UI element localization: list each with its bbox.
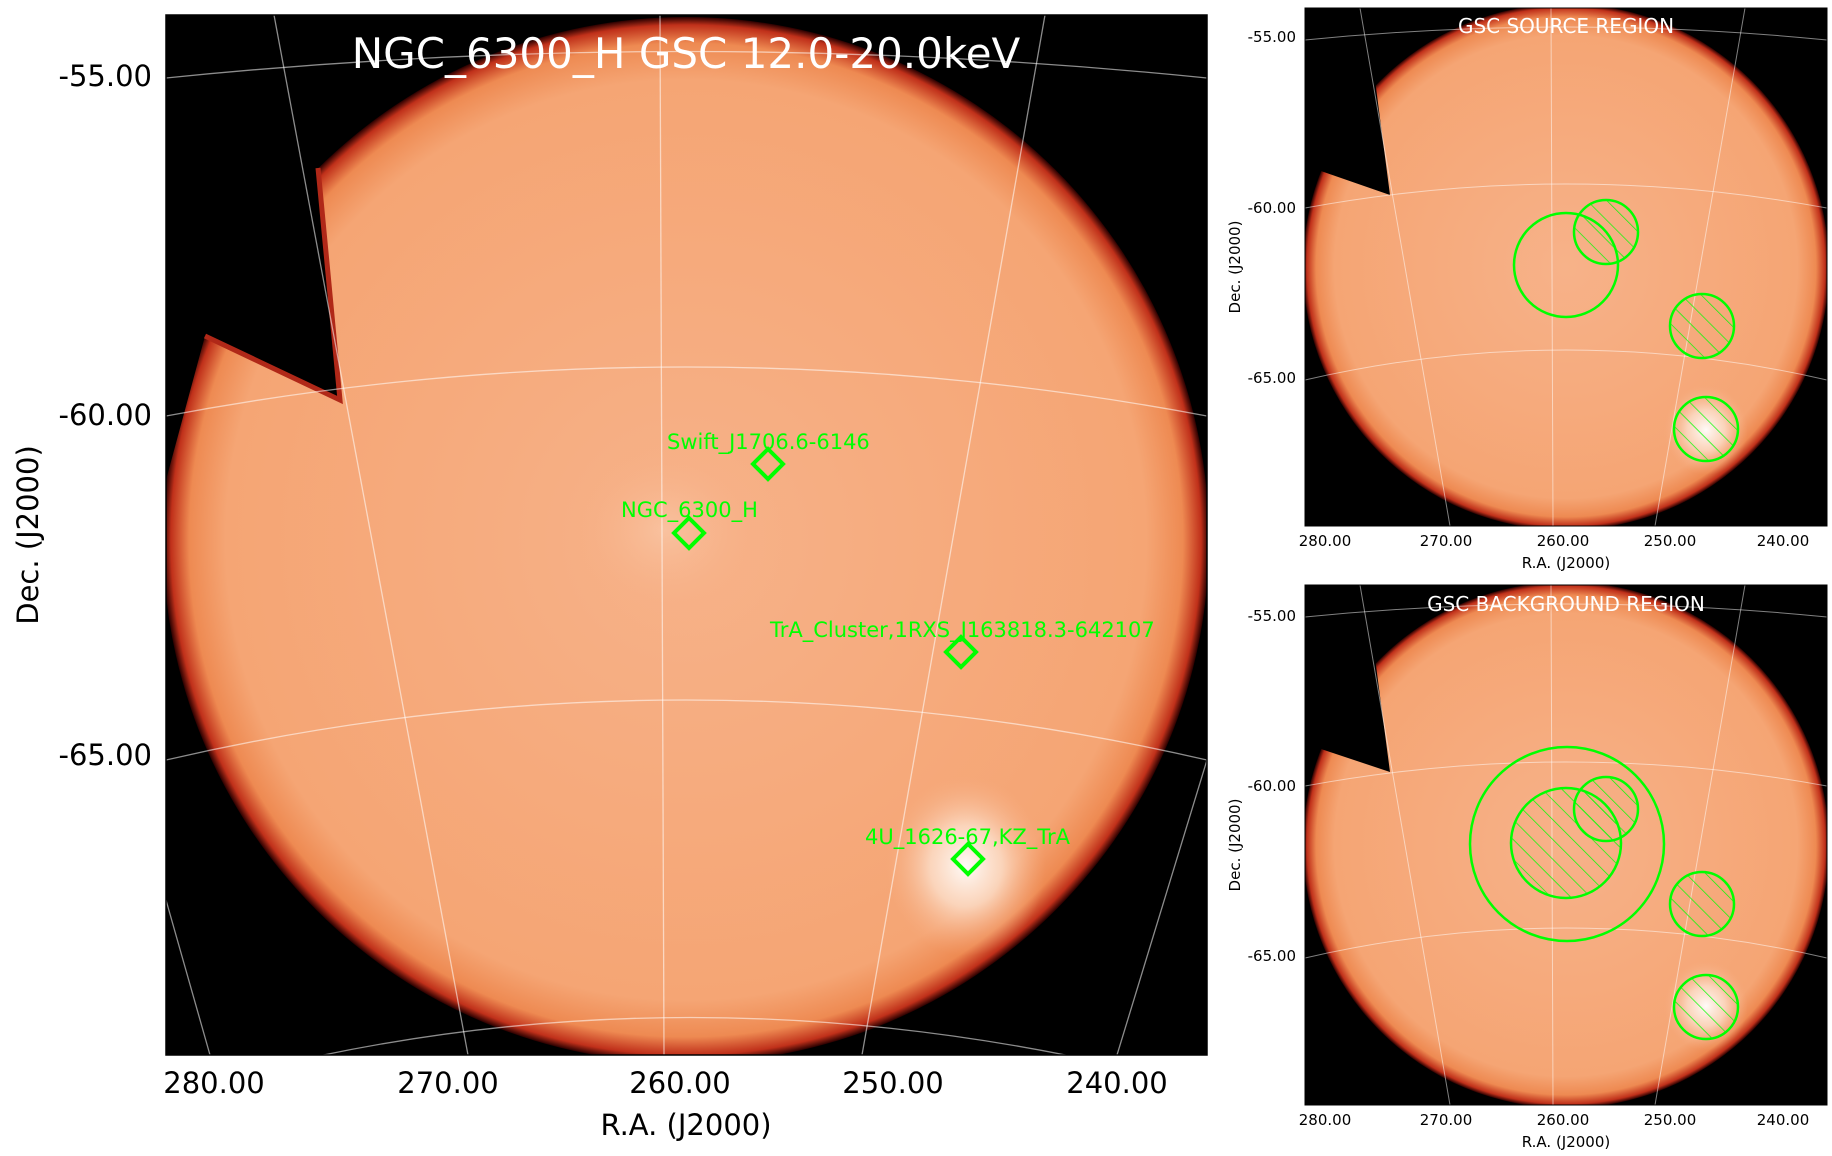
y-tick-label: -60.00 <box>59 398 153 432</box>
bright-source-glow <box>886 776 1046 956</box>
main-source-markers: Swift_J1706.6-6146 NGC_6300_H TrA_Cluste… <box>621 430 1155 877</box>
y-tick-label: -55.00 <box>1248 28 1296 46</box>
x-tick-label: 270.00 <box>1420 532 1473 550</box>
faint-source-glow <box>575 450 755 610</box>
source-marker-tra-cluster: TrA_Cluster,1RXS_J163818.3-642107 <box>769 618 1155 670</box>
y-tick-label: -60.00 <box>1248 777 1296 795</box>
source-x-ticks: 280.00 270.00 260.00 250.00 240.00 <box>1299 532 1810 550</box>
main-y-axis-label: Dec. (J2000) <box>11 445 45 625</box>
x-tick-label: 260.00 <box>629 1066 730 1100</box>
source-region-image <box>1304 7 1828 527</box>
source-y-axis-label: Dec. (J2000) <box>1226 221 1244 314</box>
source-region-circles <box>1512 198 1740 463</box>
background-coordinate-grid <box>1305 585 1827 1105</box>
main-x-ticks: 280.00 270.00 260.00 250.00 240.00 <box>163 1066 1167 1100</box>
x-tick-label: 250.00 <box>842 1066 943 1100</box>
source-diamond <box>950 841 986 877</box>
y-tick-label: -65.00 <box>59 738 153 772</box>
main-x-axis-label: R.A. (J2000) <box>600 1108 771 1142</box>
background-y-axis-label: Dec. (J2000) <box>1226 799 1244 892</box>
source-marker-ngc-6300-h: NGC_6300_H <box>621 498 758 551</box>
source-panel-title: GSC SOURCE REGION <box>1458 14 1674 38</box>
x-tick-label: 280.00 <box>1299 1111 1352 1129</box>
source-diamond <box>671 515 707 551</box>
source-marker-4u-1626-67: 4U_1626-67,KZ_TrA <box>865 825 1071 877</box>
main-coordinate-grid <box>166 15 1207 1055</box>
excluded-region-4u-1626 <box>1672 395 1740 463</box>
source-label: 4U_1626-67,KZ_TrA <box>865 825 1071 850</box>
main-y-ticks: -55.00 -60.00 -65.00 <box>59 59 153 772</box>
background-region-circles <box>1468 745 1740 1041</box>
source-exposure-notch <box>1305 8 1450 220</box>
main-title: NGC_6300_H GSC 12.0-20.0keV <box>352 29 1021 78</box>
background-x-axis-label: R.A. (J2000) <box>1522 1133 1611 1151</box>
x-tick-label: 270.00 <box>1420 1111 1473 1129</box>
excluded-region-swift <box>1572 775 1640 843</box>
y-tick-label: -65.00 <box>1248 947 1296 965</box>
main-exposure-notch <box>166 15 460 480</box>
x-tick-label: 270.00 <box>397 1066 498 1100</box>
y-tick-label: -55.00 <box>59 59 153 93</box>
y-tick-label: -60.00 <box>1248 199 1296 217</box>
y-tick-label: -65.00 <box>1248 369 1296 387</box>
x-tick-label: 280.00 <box>163 1066 264 1100</box>
main-sky-image <box>165 14 1208 1056</box>
x-tick-label: 240.00 <box>1757 1111 1810 1129</box>
background-exposure-notch <box>1305 585 1450 798</box>
source-label: NGC_6300_H <box>621 498 758 523</box>
x-tick-label: 240.00 <box>1757 532 1810 550</box>
source-coordinate-grid <box>1305 8 1827 526</box>
y-tick-label: -55.00 <box>1248 607 1296 625</box>
source-diamond <box>943 634 979 670</box>
source-exposure-disk <box>1305 8 1827 526</box>
x-tick-label: 250.00 <box>1644 532 1697 550</box>
background-panel-title: GSC BACKGROUND REGION <box>1427 592 1705 616</box>
x-tick-label: 260.00 <box>1537 1111 1590 1129</box>
excluded-region-tra-cluster <box>1668 870 1736 938</box>
excluded-region-4u-1626 <box>1672 973 1740 1041</box>
background-region-image <box>1304 584 1828 1106</box>
main-notch-edge <box>203 167 343 405</box>
x-tick-label: 240.00 <box>1066 1066 1167 1100</box>
source-label: TrA_Cluster,1RXS_J163818.3-642107 <box>769 618 1155 643</box>
x-tick-label: 260.00 <box>1537 532 1590 550</box>
excluded-region-tra-cluster <box>1668 292 1736 360</box>
background-y-ticks: -55.00 -60.00 -65.00 <box>1248 607 1296 965</box>
background-annulus-outer <box>1468 745 1666 943</box>
source-marker-swift-j1706: Swift_J1706.6-6146 <box>667 430 870 482</box>
excluded-region-swift <box>1572 198 1640 266</box>
target-source-region <box>1512 211 1620 319</box>
x-tick-label: 250.00 <box>1644 1111 1697 1129</box>
source-diamond <box>750 446 786 482</box>
background-x-ticks: 280.00 270.00 260.00 250.00 240.00 <box>1299 1111 1810 1129</box>
source-y-ticks: -55.00 -60.00 -65.00 <box>1248 28 1296 387</box>
source-label: Swift_J1706.6-6146 <box>667 430 870 455</box>
x-tick-label: 280.00 <box>1299 532 1352 550</box>
source-x-axis-label: R.A. (J2000) <box>1522 554 1611 572</box>
